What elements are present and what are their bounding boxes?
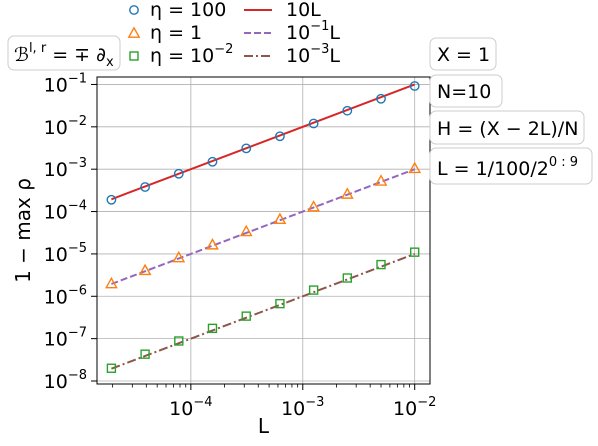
x-value-annotation: X = 1 <box>429 37 497 71</box>
legend-entry-label: 10L <box>286 0 321 21</box>
l-formula-annotation: L = 1/100/20 : 9 <box>429 147 593 185</box>
triangle-marker <box>239 224 253 237</box>
triangle-marker <box>105 276 118 289</box>
square-marker <box>275 298 285 309</box>
grid <box>97 77 430 384</box>
tick-labels: 10−4 10−3 10−2 10−1 10−2 10−3 10−4 10−5 10−6 10−7… <box>44 71 437 420</box>
y-tick-label: 10−5 <box>44 241 87 266</box>
legend-entry-label: η = 100 <box>150 0 226 21</box>
square-marker <box>409 247 420 257</box>
legend-triangle-marker <box>127 26 141 38</box>
legend-entry-label: η = 10−2 <box>150 42 233 67</box>
circle-marker <box>376 93 386 104</box>
legend-circle-marker <box>129 5 139 15</box>
legend-square-marker <box>129 51 139 61</box>
y-tick-label: 10−2 <box>44 114 87 139</box>
legend-entry-label: η = 1 <box>150 22 202 44</box>
square-marker <box>308 285 319 295</box>
fit-line <box>111 83 416 201</box>
square-marker <box>241 311 251 321</box>
circle-marker <box>308 118 319 129</box>
y-tick-label: 10−8 <box>44 368 87 393</box>
triangle-marker <box>307 200 321 212</box>
plot-frame <box>96 76 431 385</box>
circle-marker <box>207 156 218 167</box>
circle-marker <box>241 143 252 154</box>
triangle-marker <box>374 174 388 186</box>
operator-annotation: ℬl, r = ∓ ∂x <box>7 35 121 71</box>
triangle-marker <box>273 212 287 225</box>
svg-text:ℬl, r = ∓ ∂x: ℬl, r = ∓ ∂x <box>14 41 114 70</box>
triangle-marker <box>206 238 219 250</box>
operator-subscript: x <box>106 55 114 70</box>
square-marker <box>174 336 184 346</box>
y-tick-label: 10−6 <box>44 283 87 308</box>
y-tick-label: 10−4 <box>44 199 87 224</box>
square-marker <box>106 363 117 373</box>
l-formula-main: L = 1/100/2 <box>437 158 549 180</box>
y-axis-label: 1 − max ρ <box>11 178 35 283</box>
x-axis-label: L <box>258 414 270 438</box>
triangle-marker <box>172 250 186 263</box>
n-value-text: N=10 <box>437 81 491 103</box>
fit-line <box>111 252 416 370</box>
h-formula-text: H = (X − 2L)/N <box>437 118 578 140</box>
circle-marker <box>275 131 285 142</box>
circle-marker <box>409 81 420 91</box>
x-tick-label: 10−3 <box>281 395 324 420</box>
legend-entry-label: 10−1L <box>286 19 340 44</box>
x-tick-label: 10−4 <box>169 395 212 420</box>
operator-symbol: ℬ <box>14 44 29 66</box>
triangle-marker <box>138 263 152 276</box>
circle-marker <box>106 194 117 205</box>
triangle-marker <box>408 161 422 174</box>
y-tick-label: 10−7 <box>44 326 87 351</box>
square-marker <box>140 349 150 359</box>
y-tick-label: 10−1 <box>44 71 87 96</box>
circle-marker <box>173 168 184 179</box>
square-marker <box>207 323 218 334</box>
h-formula-annotation: H = (X − 2L)/N <box>429 110 585 145</box>
ticks <box>91 83 416 390</box>
operator-equals: = ∓ ∂ <box>46 44 106 66</box>
y-tick-label: 10−3 <box>44 156 87 181</box>
triangle-marker <box>340 187 354 199</box>
square-marker <box>376 259 386 270</box>
svg-text:L = 1/100/20 : 9: L = 1/100/20 : 9 <box>437 155 578 180</box>
operator-superscript: l, r <box>29 41 47 56</box>
l-formula-superscript: 0 : 9 <box>549 155 578 170</box>
fit-line <box>111 168 416 285</box>
fit-lines <box>111 83 416 370</box>
circle-marker <box>140 182 150 192</box>
data-markers <box>105 81 422 373</box>
x-value-text: X = 1 <box>437 44 490 66</box>
square-marker <box>342 273 353 283</box>
circle-marker <box>342 105 353 116</box>
legend-entry-label: 10−3L <box>286 42 340 67</box>
x-tick-label: 10−2 <box>393 395 436 420</box>
n-value-annotation: N=10 <box>429 74 503 108</box>
